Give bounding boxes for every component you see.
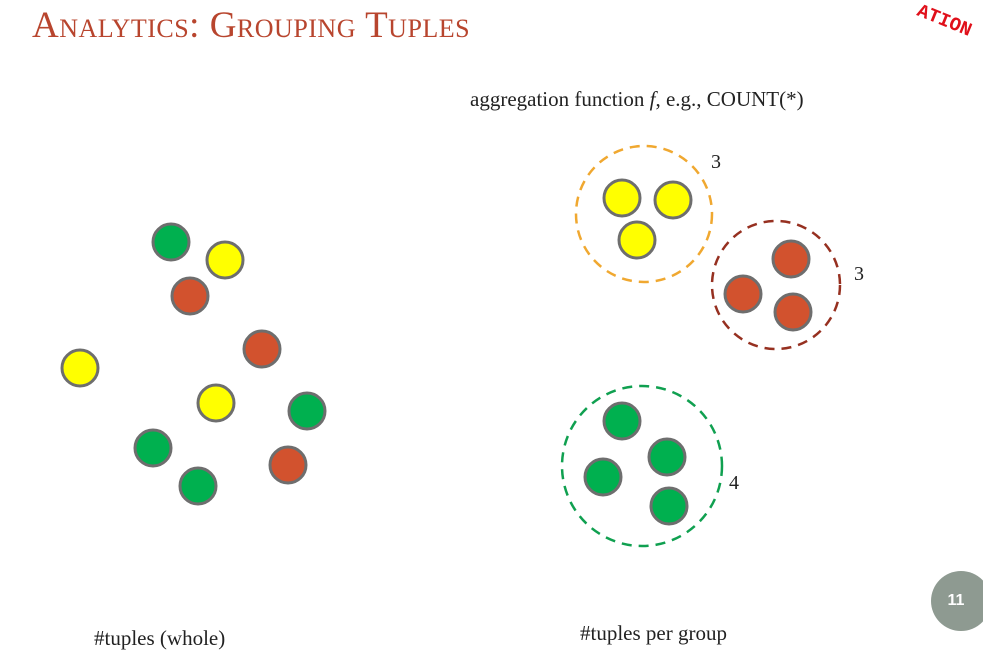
tuple-green [583,457,623,497]
tuple-red [723,274,763,314]
tuple-red [773,292,813,332]
tuple-green [178,466,218,506]
tuple-green [647,437,687,477]
tuple-yellow [196,383,236,423]
tuple-yellow [205,240,245,280]
tuple-green [151,222,191,262]
yellow-group [574,144,714,284]
red-group-count: 3 [854,263,864,285]
red-group-boundary [710,219,842,351]
tuple-red [170,276,210,316]
ungrouped-tuples [60,222,327,506]
tuple-yellow [602,178,642,218]
page-number: 11 [947,592,965,609]
yellow-group-count: 3 [711,151,721,173]
caption-whole: #tuples (whole) [94,626,226,650]
aggregation-function-label: aggregation function f, e.g., COUNT(*) [470,87,804,112]
tuple-green [287,391,327,431]
aggregation-label-prefix: aggregation function [470,87,650,111]
green-group-boundary [560,384,724,548]
tuple-green [649,486,689,526]
caption-per-group: #tuples per group [580,621,727,645]
tuple-red [242,329,282,369]
tuple-green [133,428,173,468]
tuple-red [268,445,308,485]
slide-title: Analytics: Grouping Tuples [32,5,471,46]
function-symbol: f [649,87,656,111]
yellow-group-boundary [574,144,714,284]
tuple-yellow [653,180,693,220]
page-number-badge: 11 [931,571,983,631]
tuple-yellow [617,220,657,260]
tuple-green [602,401,642,441]
green-group-count: 4 [729,472,739,494]
tuple-yellow [60,348,100,388]
aggregation-label-suffix: , e.g., COUNT(*) [655,87,804,111]
tuple-red [771,239,811,279]
red-group [710,219,842,351]
green-group [560,384,724,548]
